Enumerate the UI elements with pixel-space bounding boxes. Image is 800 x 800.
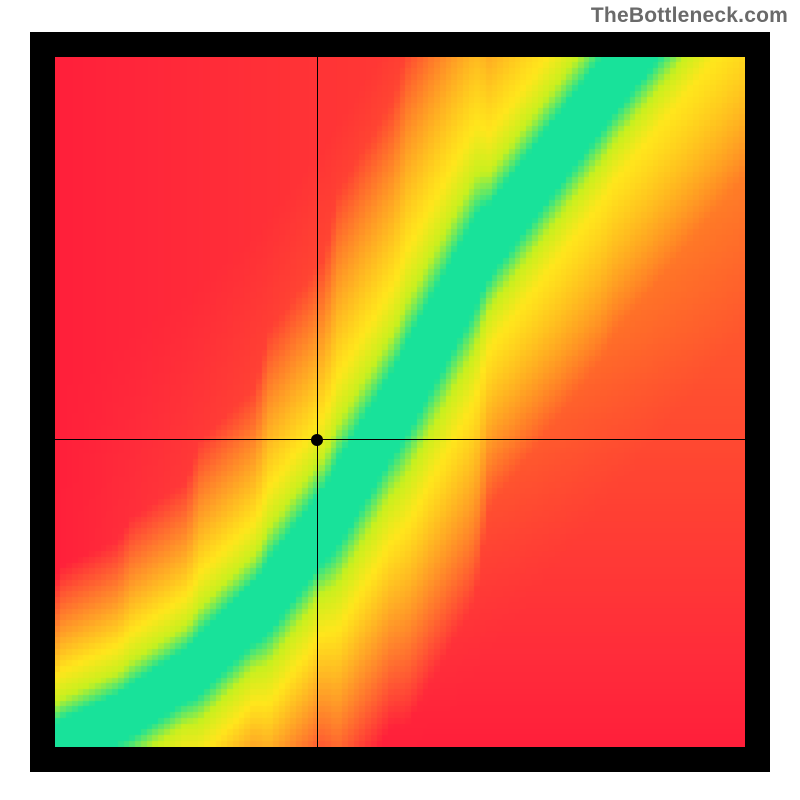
heatmap-canvas [55, 57, 745, 747]
heatmap-plot-area [55, 57, 745, 747]
crosshair-horizontal [55, 439, 745, 440]
crosshair-marker-dot [311, 434, 323, 446]
crosshair-vertical [317, 57, 318, 747]
attribution-text: TheBottleneck.com [591, 4, 788, 28]
